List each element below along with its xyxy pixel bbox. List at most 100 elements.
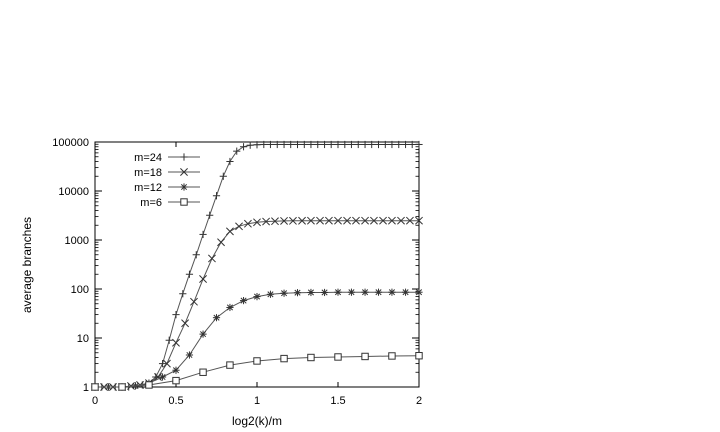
cross-marker <box>225 227 234 236</box>
cross-marker <box>361 216 370 225</box>
cross-marker <box>217 238 225 247</box>
star-marker <box>401 288 410 296</box>
cross-marker <box>280 216 289 225</box>
star-marker <box>185 351 194 359</box>
legend-label: m=6 <box>140 197 162 209</box>
x-tick-label: 0 <box>92 395 98 407</box>
plus-marker <box>307 140 315 149</box>
cross-marker <box>306 216 315 225</box>
y-tick-label: 100000 <box>52 137 89 149</box>
cross-marker <box>262 217 271 226</box>
cross-marker <box>253 218 261 227</box>
plus-marker <box>253 141 261 149</box>
cross-marker <box>235 222 243 231</box>
cross-marker <box>208 254 216 263</box>
y-tick-label: 10 <box>77 333 89 345</box>
cross-marker <box>415 216 423 225</box>
star-marker <box>253 292 261 301</box>
star-marker <box>347 288 356 296</box>
cross-marker <box>405 216 414 225</box>
plus-marker <box>199 230 207 239</box>
square-marker <box>145 381 153 389</box>
cross-marker <box>271 217 279 226</box>
cross-marker <box>352 216 360 225</box>
plus-marker <box>408 140 416 149</box>
star-marker <box>226 303 234 312</box>
x-tick-label: 1.5 <box>330 395 345 407</box>
plus-marker <box>320 140 329 149</box>
x-axis-label: log2(k)/m <box>232 414 282 428</box>
star-marker <box>280 289 288 297</box>
y-tick-label: 100 <box>71 284 89 296</box>
y-tick-label: 1 <box>83 382 89 394</box>
plus-marker <box>180 153 188 161</box>
plus-marker <box>179 290 187 298</box>
plus-marker <box>206 211 214 219</box>
plus-marker <box>354 140 362 149</box>
plus-marker <box>239 143 248 151</box>
legend-entry: m=12 <box>134 182 200 194</box>
legend-entry: m=18 <box>134 167 200 179</box>
star-marker <box>172 366 180 374</box>
cross-marker <box>316 216 324 225</box>
series-4 <box>91 352 423 391</box>
square-marker <box>226 361 234 369</box>
plus-marker <box>401 140 410 149</box>
star-marker <box>293 289 302 297</box>
cross-marker <box>199 275 208 283</box>
cross-marker <box>334 216 342 225</box>
plus-marker <box>212 192 221 200</box>
plus-marker <box>293 140 302 149</box>
y-tick-label: 1000 <box>65 235 89 247</box>
star-marker <box>239 296 248 305</box>
legend-entry: m=24 <box>134 152 200 164</box>
cross-marker <box>180 168 188 176</box>
legend-entry: m=6 <box>140 197 200 209</box>
plus-marker <box>388 140 396 149</box>
legend-label: m=24 <box>134 152 162 164</box>
plus-marker <box>192 251 200 259</box>
y-tick-label: 10000 <box>58 186 89 198</box>
plus-marker <box>219 172 227 180</box>
plus-marker <box>266 140 275 149</box>
series-3 <box>91 288 423 391</box>
plus-marker <box>273 140 281 149</box>
cross-marker <box>387 216 396 225</box>
square-marker <box>334 353 342 361</box>
plus-marker <box>341 140 349 149</box>
cross-marker <box>324 216 333 225</box>
y-axis-label: average branches <box>20 217 34 313</box>
plus-marker <box>233 147 241 155</box>
plus-marker <box>226 157 234 166</box>
x-tick-label: 1 <box>254 395 260 407</box>
plus-marker <box>287 140 295 149</box>
square-marker <box>388 352 396 360</box>
star-marker <box>212 314 221 322</box>
square-marker <box>91 383 99 391</box>
cross-marker <box>172 338 180 347</box>
square-marker <box>280 354 288 363</box>
cross-marker <box>379 216 387 225</box>
plus-marker <box>165 336 173 344</box>
star-marker <box>415 288 423 296</box>
cross-marker <box>190 297 198 306</box>
plus-marker <box>172 311 180 319</box>
square-marker <box>253 357 261 365</box>
cross-marker <box>181 319 190 328</box>
square-marker <box>199 368 207 376</box>
square-marker <box>361 352 369 361</box>
plus-marker <box>158 360 167 368</box>
star-marker <box>180 183 188 191</box>
cross-marker <box>243 219 252 228</box>
plus-marker <box>300 140 308 149</box>
plus-marker <box>314 140 322 149</box>
plus-marker <box>395 140 403 149</box>
square-marker <box>180 198 188 206</box>
star-marker <box>320 288 329 297</box>
cross-marker <box>298 216 306 225</box>
plus-marker <box>185 270 194 278</box>
plus-marker <box>280 140 288 149</box>
plus-marker <box>361 140 369 149</box>
legend-label: m=12 <box>134 182 162 194</box>
